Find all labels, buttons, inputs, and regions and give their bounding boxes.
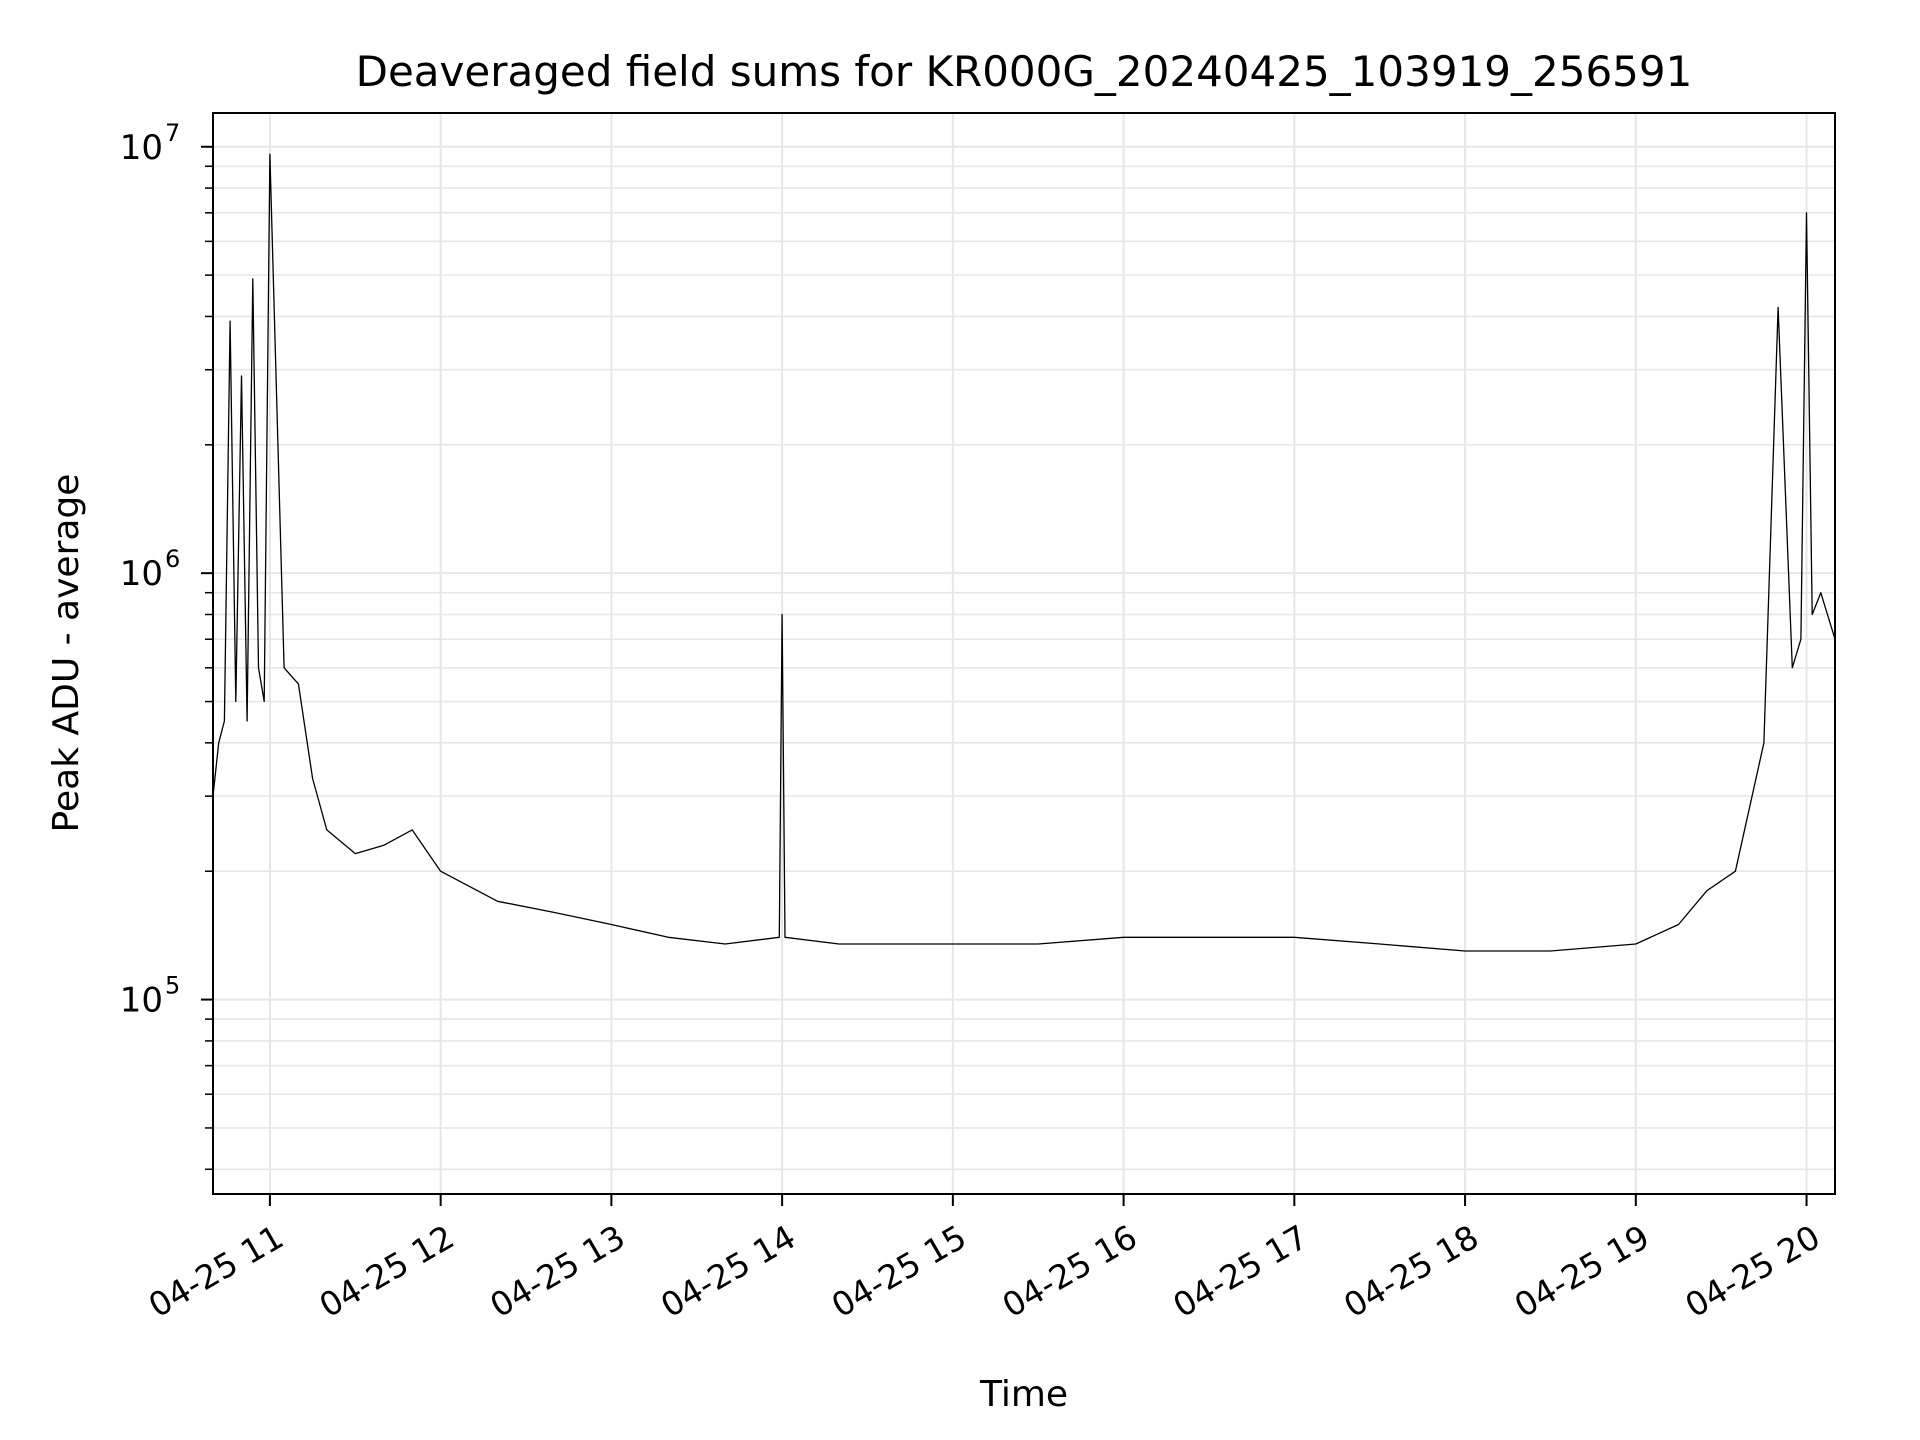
y-tick-exponent: 7 bbox=[165, 119, 180, 147]
y-tick-label: 10 bbox=[120, 128, 163, 168]
x-tick-label: 04-25 18 bbox=[1337, 1217, 1485, 1325]
x-tick-label: 04-25 19 bbox=[1508, 1217, 1656, 1325]
x-tick-label: 04-25 15 bbox=[825, 1217, 973, 1325]
x-axis: 04-25 11 04-25 12 04-25 13 04-25 14 04-25 15… bbox=[142, 1194, 1827, 1325]
series-line bbox=[212, 153, 1836, 952]
x-tick-label: 04-25 12 bbox=[313, 1217, 461, 1325]
y-tick-label: 10 bbox=[120, 554, 163, 594]
x-tick-label: 04-25 16 bbox=[996, 1217, 1144, 1325]
x-tick-label: 04-25 17 bbox=[1166, 1217, 1314, 1325]
y-axis-label: Peak ADU - average bbox=[46, 474, 87, 833]
x-tick-label: 04-25 11 bbox=[142, 1217, 290, 1325]
grid bbox=[213, 113, 1835, 1194]
chart-title: Deaveraged field sums for KR000G_2024042… bbox=[356, 47, 1693, 96]
x-axis-label: Time bbox=[979, 1374, 1068, 1415]
x-tick-label: 04-25 14 bbox=[654, 1217, 802, 1325]
y-tick-label: 10 bbox=[120, 981, 163, 1021]
plot-frame bbox=[212, 112, 1836, 1195]
x-tick-label: 04-25 13 bbox=[483, 1217, 631, 1325]
y-tick-exponent: 6 bbox=[165, 545, 180, 573]
x-tick-label: 04-25 20 bbox=[1679, 1217, 1827, 1325]
y-tick-exponent: 5 bbox=[165, 972, 180, 1000]
